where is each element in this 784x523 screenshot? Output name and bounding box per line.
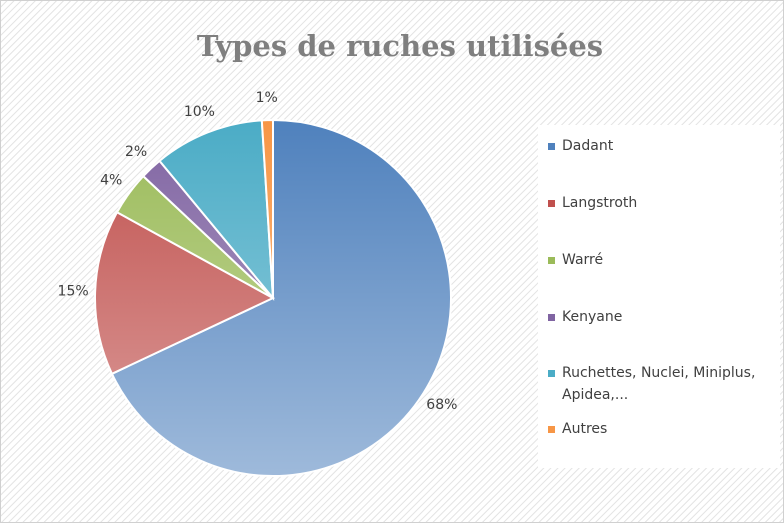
slice-shade [117,176,273,298]
chart-title: Types de ruches utilisées [197,29,603,63]
legend-item: Dadant [548,135,778,157]
legend-label: Ruchettes, Nuclei, Miniplus, Apidea,... [562,365,756,403]
legend-label: Autres [562,421,608,437]
legend: Dadant Langstroth Warré Kenyane Ruchettes, N… [538,125,780,468]
legend-item: Warré [548,249,778,271]
legend-swatch [548,370,555,377]
data-label: 10% [184,104,215,120]
legend-swatch [548,200,555,207]
legend-item: Langstroth [548,192,778,214]
data-label: 4% [100,172,122,188]
legend-item: Autres [548,418,778,440]
legend-item: Ruchettes, Nuclei, Miniplus, Apidea,... [548,362,778,406]
legend-label: Warré [562,252,604,268]
legend-item: Kenyane [548,306,778,328]
data-label: 68% [426,397,457,413]
data-label: 2% [125,144,147,160]
slice-shade [111,120,451,477]
legend-label: Dadant [562,138,614,154]
legend-swatch [548,314,555,321]
slice-shade [95,212,273,374]
legend-swatch [548,257,555,264]
legend-swatch [548,426,555,433]
legend-label: Langstroth [562,195,638,211]
slice-shade [143,160,273,298]
legend-label: Kenyane [562,309,623,325]
legend-swatch [548,143,555,150]
data-label: 15% [58,284,89,300]
slice-shade [159,120,273,298]
slice-shade [261,120,273,298]
data-label: 1% [256,90,278,106]
